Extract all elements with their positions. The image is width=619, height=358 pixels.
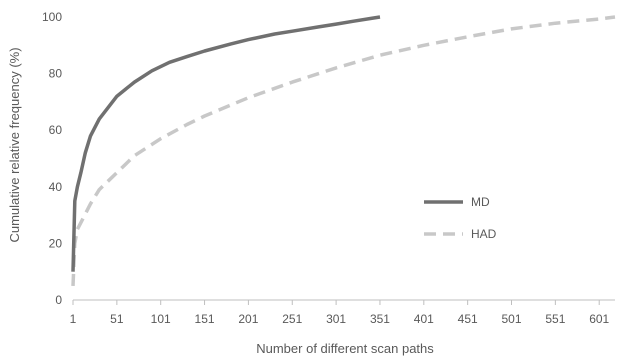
y-tick-label: 100 (42, 10, 62, 24)
y-axis-title: Cumulative relative frequency (%) (7, 47, 22, 242)
y-tick-label: 0 (55, 293, 62, 307)
x-tick-label: 1 (70, 312, 77, 326)
x-tick-label: 501 (501, 312, 521, 326)
x-tick-label: 101 (151, 312, 171, 326)
x-tick-label: 401 (414, 312, 434, 326)
y-tick-label: 80 (49, 67, 63, 81)
y-tick-label: 40 (49, 180, 63, 194)
y-tick-labels: 0 20 40 60 80 100 (42, 10, 62, 307)
y-tick-label: 20 (49, 236, 63, 250)
x-tick-label: 301 (326, 312, 346, 326)
series-lines (71, 15, 616, 286)
legend-label-had: HAD (471, 227, 497, 241)
series-line-md (71, 15, 381, 272)
legend-label-md: MD (471, 195, 490, 209)
x-tick-label: 251 (282, 312, 302, 326)
x-tick-label: 601 (589, 312, 609, 326)
x-tick-labels: 1 51 101 151 201 251 301 351 401 451 501 551 601 (70, 312, 610, 326)
x-tick-label: 51 (110, 312, 124, 326)
x-axis-title: Number of different scan paths (256, 341, 434, 356)
y-tick-label: 60 (49, 123, 63, 137)
x-tick-marks (72, 300, 600, 305)
legend: MD HAD (424, 195, 497, 241)
series-line-had (71, 15, 616, 286)
x-tick-label: 451 (458, 312, 478, 326)
x-tick-label: 551 (545, 312, 565, 326)
x-tick-label: 201 (238, 312, 258, 326)
x-tick-label: 351 (370, 312, 390, 326)
x-tick-label: 151 (195, 312, 215, 326)
